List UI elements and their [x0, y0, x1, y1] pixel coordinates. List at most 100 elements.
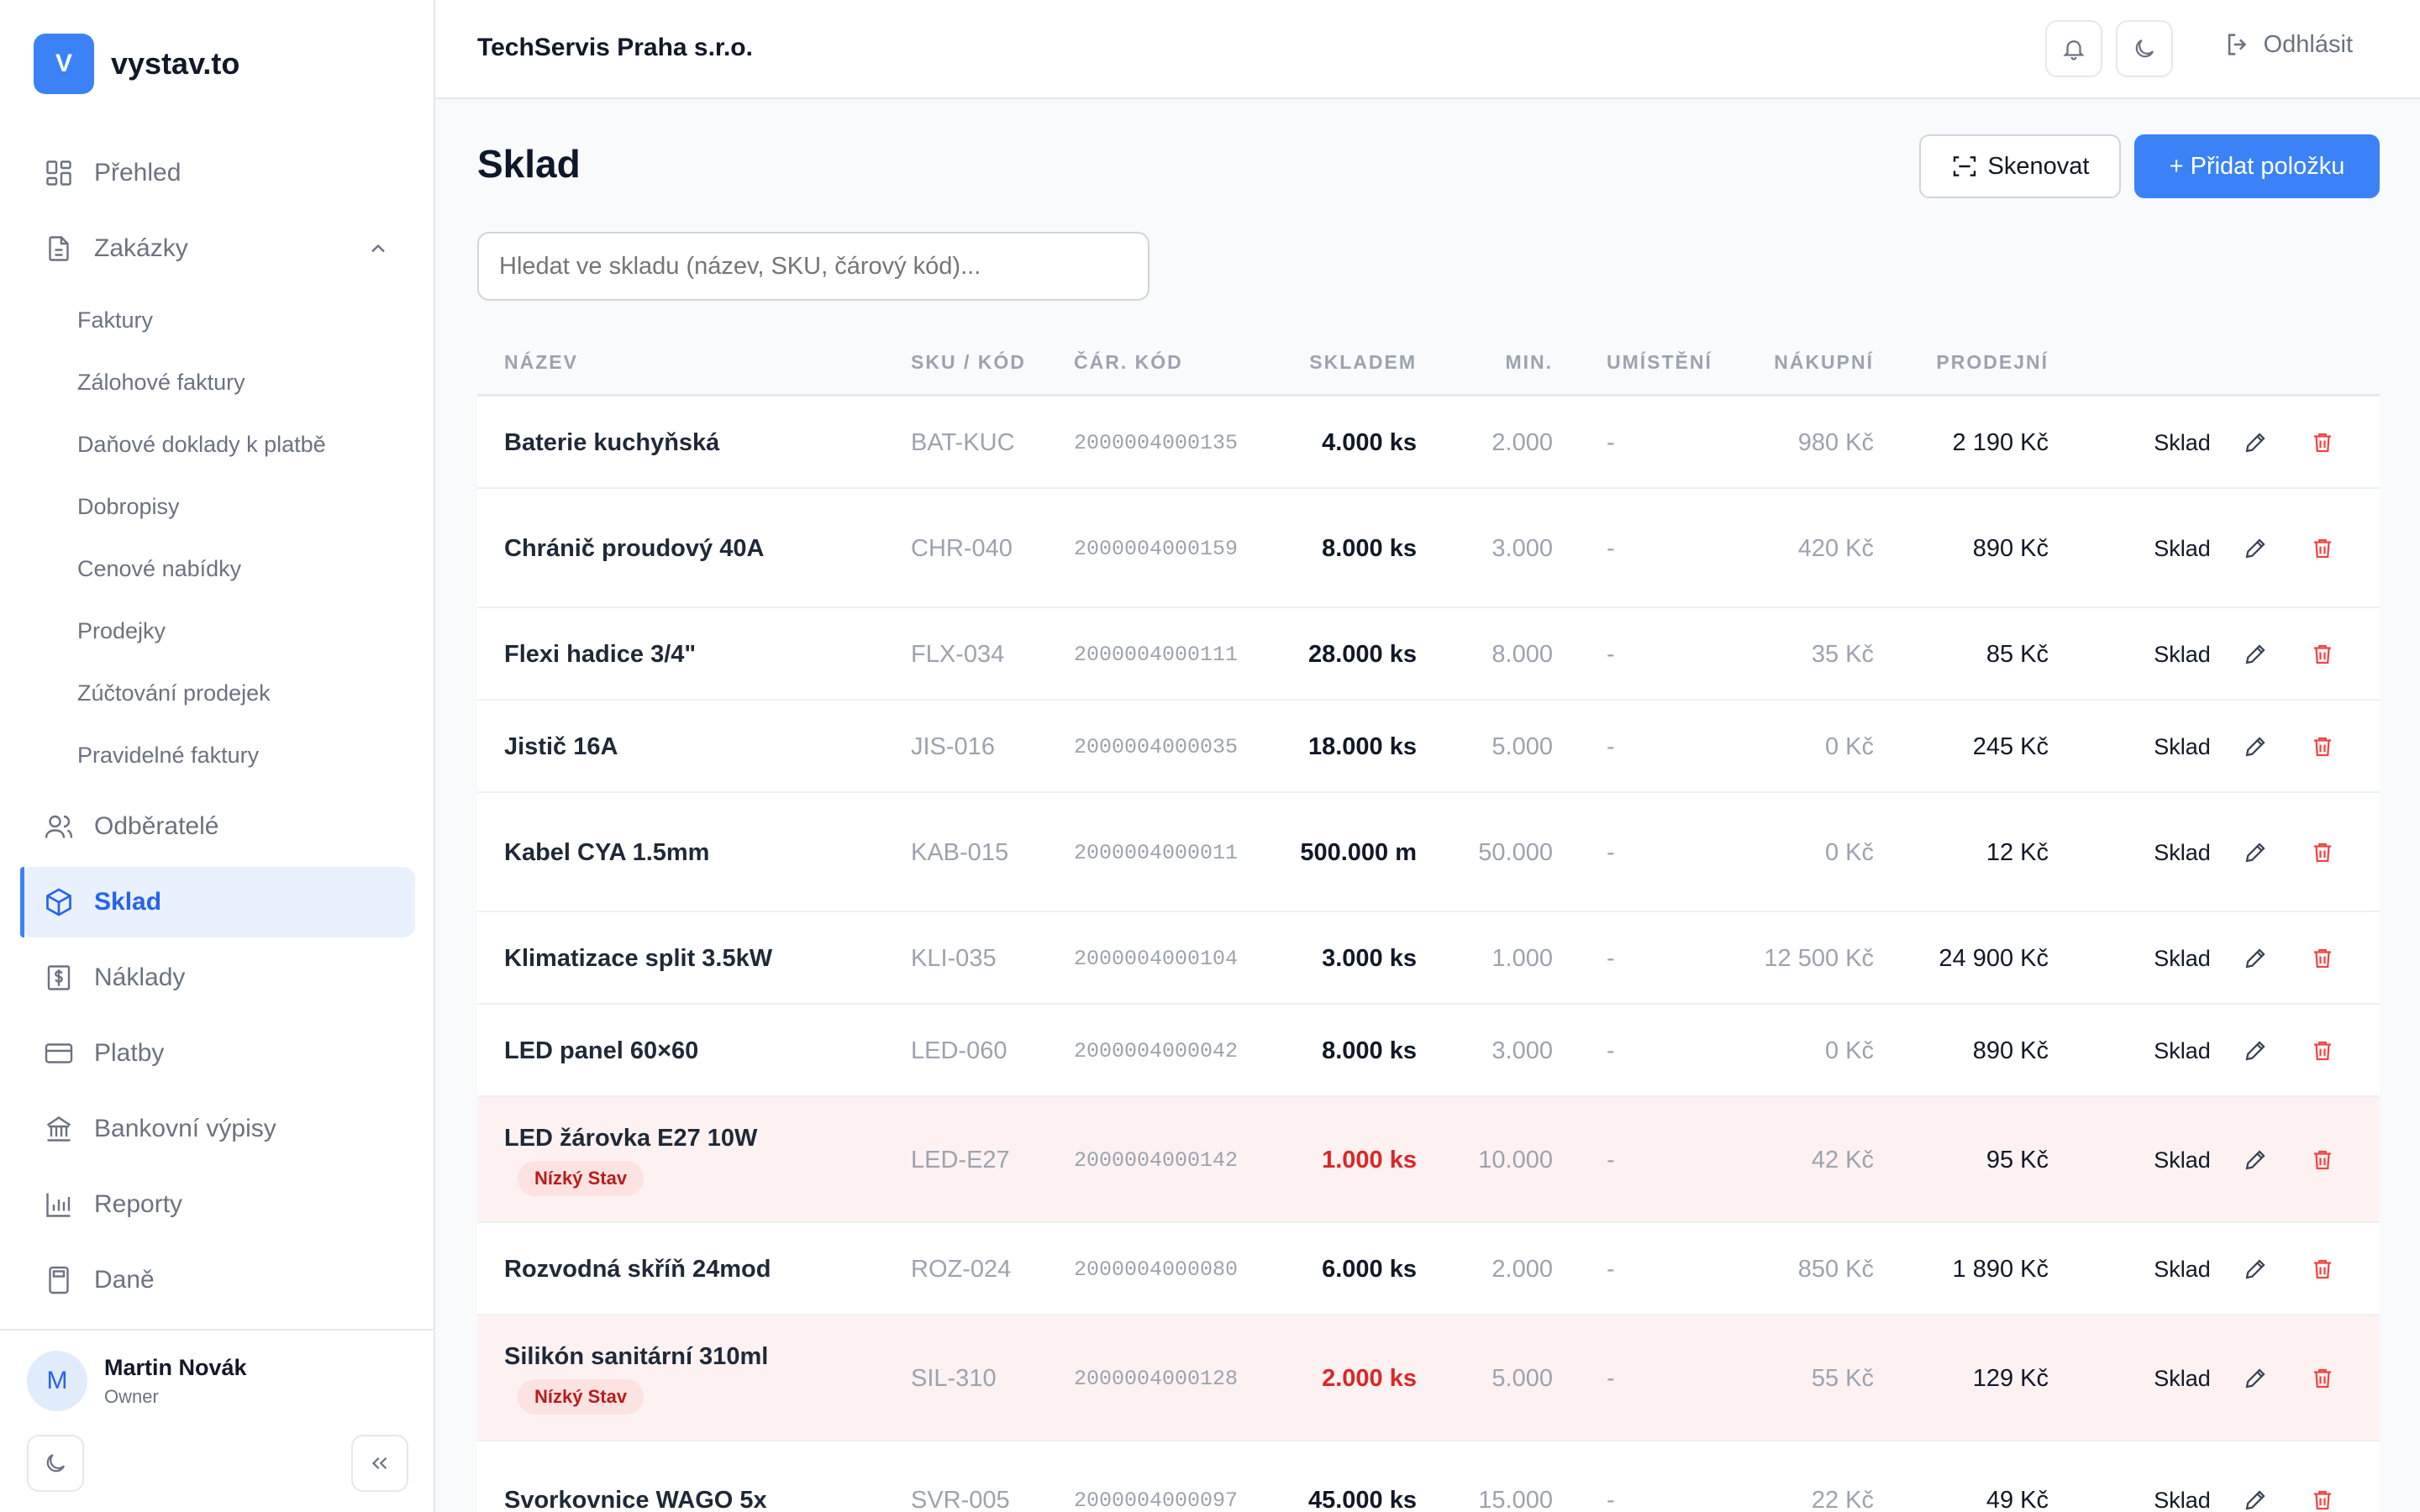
chevrons-left-icon — [371, 1457, 387, 1470]
header-name[interactable]: NÁZEV — [504, 351, 578, 373]
scan-button[interactable]: Skenovat — [1919, 134, 2121, 198]
delete-button[interactable] — [2304, 396, 2341, 489]
header-stock[interactable]: SKLADEM — [1309, 351, 1417, 373]
edit-button[interactable] — [2237, 912, 2274, 1005]
stock-link-button[interactable]: Sklad — [2154, 1147, 2211, 1173]
delete-button[interactable] — [2304, 701, 2341, 793]
table-row[interactable]: LED panel 60×60 LED-060 2000004000042 8.000… — [477, 1005, 2380, 1097]
header-barcode[interactable]: ČÁR. KÓD — [1074, 351, 1183, 373]
sidebar-item-zakazky[interactable]: Zakázky — [20, 213, 415, 284]
stock-link-button[interactable]: Sklad — [2154, 1487, 2211, 1512]
stock-link-button[interactable]: Sklad — [2154, 1256, 2211, 1282]
table-row[interactable]: Klimatizace split 3.5kW KLI-035 2000004000… — [477, 912, 2380, 1005]
sidebar-subitem-dobropisy[interactable]: Dobropisy — [77, 493, 180, 519]
edit-button[interactable] — [2237, 1097, 2274, 1223]
table-row[interactable]: Chránič proudový 40A CHR-040 2000004000159… — [477, 489, 2380, 608]
edit-button[interactable] — [2237, 1441, 2274, 1512]
sidebar-item-prehled[interactable]: Přehled — [20, 138, 415, 208]
sidebar-subitem-pravidelne-faktury[interactable]: Pravidelné faktury — [77, 742, 260, 768]
table-row[interactable]: Flexi hadice 3/4" FLX-034 2000004000111 28.… — [477, 608, 2380, 701]
edit-button[interactable] — [2237, 489, 2274, 608]
sidebar-subitem-zalohove-faktury[interactable]: Zálohové faktury — [77, 369, 245, 395]
table-header: NÁZEV SKU / KÓD ČÁR. KÓD SKLADEM MIN. UM… — [477, 328, 2380, 396]
item-location: - — [1607, 1146, 1615, 1173]
sidebar-item-label: Sklad — [94, 888, 162, 916]
company-name: TechServis Praha s.r.o. — [477, 34, 753, 61]
header-sku[interactable]: SKU / KÓD — [911, 351, 1026, 373]
notifications-button[interactable] — [2045, 20, 2102, 77]
sidebar-subitem-zuctovani-prodejek[interactable]: Zúčtování prodejek — [77, 680, 271, 706]
sidebar-subitem-prodejky[interactable]: Prodejky — [77, 617, 166, 643]
item-min: 2.000 — [1491, 1255, 1553, 1283]
sidebar-item-label: Platby — [94, 1039, 165, 1067]
delete-button[interactable] — [2304, 1441, 2341, 1512]
collapse-sidebar-button[interactable] — [351, 1435, 408, 1492]
item-sku: LED-060 — [911, 1037, 1007, 1064]
stock-link-button[interactable]: Sklad — [2154, 839, 2211, 865]
item-sale-price: 890 Kč — [1972, 534, 2049, 562]
header-location[interactable]: UMÍSTĚNÍ — [1607, 351, 1712, 373]
stock-link-button[interactable]: Sklad — [2154, 535, 2211, 561]
delete-button[interactable] — [2304, 912, 2341, 1005]
edit-button[interactable] — [2237, 793, 2274, 912]
delete-button[interactable] — [2304, 1223, 2341, 1315]
item-sku: KLI-035 — [911, 945, 997, 972]
item-sku: JIS-016 — [911, 733, 995, 760]
theme-toggle-button[interactable] — [27, 1435, 84, 1492]
stock-link-button[interactable]: Sklad — [2154, 641, 2211, 667]
trash-icon — [2310, 1366, 2335, 1391]
stock-link-button[interactable]: Sklad — [2154, 429, 2211, 455]
item-min: 1.000 — [1491, 944, 1553, 972]
logout-button[interactable]: Odhlásit — [2223, 30, 2353, 59]
sidebar-item-sklad[interactable]: Sklad — [20, 867, 415, 937]
add-item-button[interactable]: + Přidat položku — [2134, 134, 2380, 198]
edit-button[interactable] — [2237, 1005, 2274, 1097]
header-purchase[interactable]: NÁKUPNÍ — [1774, 351, 1874, 373]
table-row[interactable]: Svorkovnice WAGO 5x SVR-005 2000004000097 4… — [477, 1441, 2380, 1512]
brand[interactable]: V vystav.to — [34, 34, 239, 94]
theme-toggle-button[interactable] — [2116, 20, 2173, 77]
table-row[interactable]: Silikón sanitární 310ml Nízký Stav SIL-310… — [477, 1315, 2380, 1441]
sidebar-item-naklady[interactable]: Náklady — [20, 942, 415, 1013]
delete-button[interactable] — [2304, 608, 2341, 701]
header-sale[interactable]: PRODEJNÍ — [1936, 351, 2049, 373]
edit-button[interactable] — [2237, 396, 2274, 489]
delete-button[interactable] — [2304, 793, 2341, 912]
trash-icon — [2310, 536, 2335, 561]
table-row[interactable]: Jistič 16A JIS-016 2000004000035 18.000 ks 5… — [477, 701, 2380, 793]
table-row[interactable]: Kabel CYA 1.5mm KAB-015 2000004000011 500.0… — [477, 793, 2380, 912]
sidebar-subitem-danove-doklady[interactable]: Daňové doklady k platbě — [77, 431, 326, 457]
sidebar-item-bankovni-vypisy[interactable]: Bankovní výpisy — [20, 1094, 415, 1164]
stock-link-button[interactable]: Sklad — [2154, 1365, 2211, 1391]
delete-button[interactable] — [2304, 1005, 2341, 1097]
stock-link-button[interactable]: Sklad — [2154, 1037, 2211, 1063]
stock-link-button[interactable]: Sklad — [2154, 733, 2211, 759]
edit-button[interactable] — [2237, 1315, 2274, 1441]
table-row[interactable]: Rozvodná skříň 24mod ROZ-024 2000004000080… — [477, 1223, 2380, 1315]
item-purchase-price: 35 Kč — [1811, 640, 1874, 668]
delete-button[interactable] — [2304, 489, 2341, 608]
edit-button[interactable] — [2237, 701, 2274, 793]
item-name-cell: Flexi hadice 3/4" — [504, 608, 891, 701]
sidebar-item-dane[interactable]: Daně — [20, 1245, 415, 1315]
search-input[interactable] — [477, 232, 1150, 301]
edit-button[interactable] — [2237, 608, 2274, 701]
sidebar-subitem-cenove-nabidky[interactable]: Cenové nabídky — [77, 555, 242, 581]
table-row[interactable]: LED žárovka E27 10W Nízký Stav LED-E27 2000… — [477, 1097, 2380, 1223]
chevron-up-icon[interactable] — [366, 237, 390, 260]
sidebar-item-platby[interactable]: Platby — [20, 1018, 415, 1089]
user-name: Martin Novák — [104, 1354, 247, 1380]
user-profile[interactable]: M Martin Novák Owner — [27, 1351, 247, 1411]
table-row[interactable]: Baterie kuchyňská BAT-KUC 2000004000135 4.0… — [477, 396, 2380, 489]
item-location: - — [1607, 1255, 1615, 1283]
page-title: Sklad — [477, 142, 581, 186]
edit-button[interactable] — [2237, 1223, 2274, 1315]
sidebar-subitem-faktury[interactable]: Faktury — [77, 307, 154, 333]
stock-link-button[interactable]: Sklad — [2154, 945, 2211, 971]
delete-button[interactable] — [2304, 1315, 2341, 1441]
delete-button[interactable] — [2304, 1097, 2341, 1223]
document-icon — [49, 236, 69, 261]
sidebar-item-odberatele[interactable]: Odběratelé — [20, 791, 415, 862]
header-min[interactable]: MIN. — [1505, 351, 1553, 373]
sidebar-item-reporty[interactable]: Reporty — [20, 1169, 415, 1240]
